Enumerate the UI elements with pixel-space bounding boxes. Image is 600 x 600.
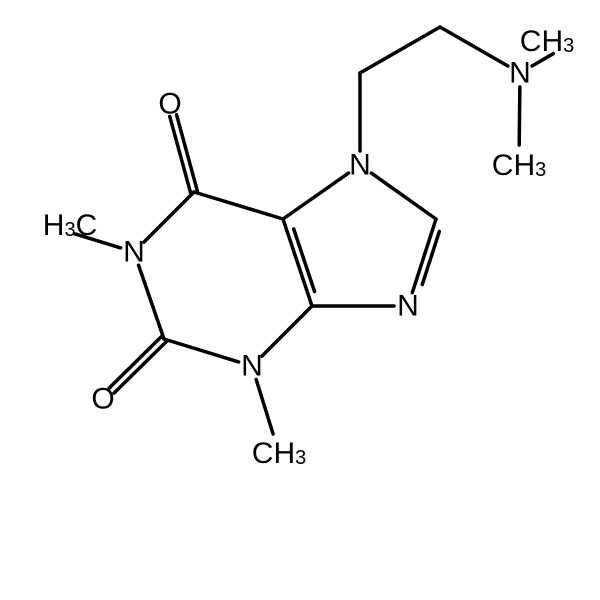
bond [440,27,508,66]
bond [144,192,194,242]
bond [109,337,161,389]
molecule-diagram: N N N N N O O H3C CH3 CH3 CH3 [0,0,600,600]
atom-label: H3C [43,209,97,242]
bond-layer [75,27,554,434]
bond [262,306,312,356]
atom-label: N [241,350,263,383]
atom-label: O [91,383,114,416]
bond [164,339,239,362]
bond [139,265,164,339]
bond [371,173,436,219]
atom-label: N [123,236,145,269]
bond [283,173,349,219]
bond [283,219,312,306]
atom-label: CH3 [252,437,306,470]
atom-label: O [158,88,181,121]
bond [360,27,440,73]
atom-label: N [349,149,371,182]
atom-label: N [509,57,531,90]
atom-label-layer: N N N N N O O H3C CH3 CH3 CH3 [43,25,574,470]
bond [114,341,166,393]
bond [194,192,283,219]
atom-label: CH3 [492,149,546,182]
atom-label: N [397,290,419,323]
bond [519,87,520,145]
atom-label: CH3 [520,25,574,58]
bond [256,379,273,434]
